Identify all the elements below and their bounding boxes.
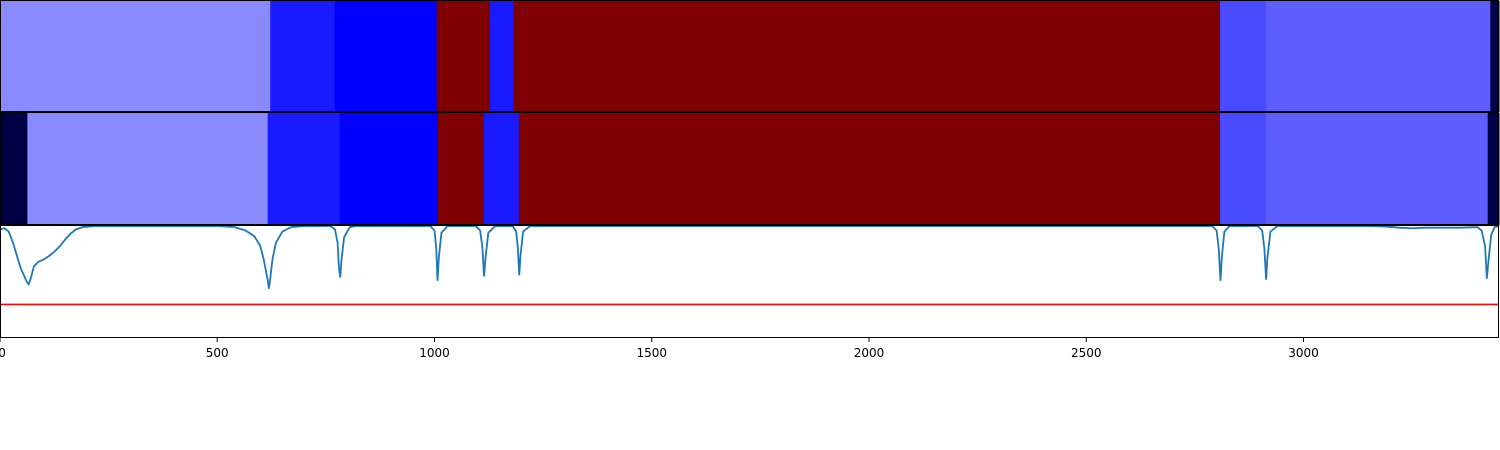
x-tick-label: 2000 xyxy=(854,346,885,360)
heatmap-segment xyxy=(437,113,485,225)
heatmap-segment xyxy=(484,113,520,225)
signal-panel xyxy=(0,225,1500,338)
x-tick-label: 1500 xyxy=(636,346,667,360)
heatmap-segment xyxy=(270,1,336,112)
heatmap-segment xyxy=(518,113,1221,225)
x-tick-label: 500 xyxy=(206,346,229,360)
signal-line xyxy=(0,225,1500,289)
heatmap-segment xyxy=(1266,113,1489,225)
heatmap-segment xyxy=(1487,113,1500,225)
heatmap-segment xyxy=(1220,113,1267,225)
x-tick-label: 1000 xyxy=(419,346,450,360)
x-axis: 0 500 1000 1500 2000 2500 3000 xyxy=(0,338,1319,360)
bottom-heatmap-track xyxy=(0,113,1500,225)
heatmap-segment xyxy=(1266,1,1491,112)
top-heatmap-track xyxy=(0,1,1500,112)
heatmap-segment xyxy=(1490,1,1500,112)
bottom-track-frame xyxy=(0,112,1499,225)
heatmap-segment xyxy=(339,113,439,225)
signal-panel-frame xyxy=(0,225,1499,338)
x-tick-label: 3000 xyxy=(1288,346,1319,360)
heatmap-segment xyxy=(436,1,491,112)
heatmap-segment xyxy=(267,113,341,225)
heatmap-segment xyxy=(27,113,269,225)
top-track-frame xyxy=(0,0,1499,112)
heatmap-segment xyxy=(513,1,1221,112)
x-tick-label: 0 xyxy=(0,346,6,360)
heatmap-segment xyxy=(334,1,438,112)
heatmap-segment xyxy=(1220,1,1267,112)
heatmap-segment xyxy=(0,1,271,112)
x-tick-label: 2500 xyxy=(1071,346,1102,360)
heatmap-segment xyxy=(0,113,28,225)
heatmap-segment xyxy=(490,1,515,112)
